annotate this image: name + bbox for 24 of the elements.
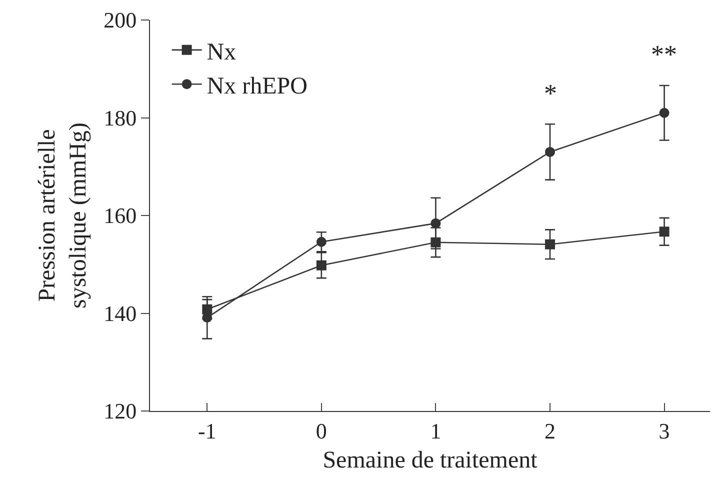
x-tick-label: -1 [198,418,216,444]
annotation: * [544,79,557,108]
point [316,236,326,247]
legend-label: Nx [206,39,236,66]
y-tick-label: 160 [104,203,137,228]
legend-label: Nx rhEPO [206,73,308,100]
point [430,218,441,228]
point [316,260,326,270]
x-tick-label: 0 [316,418,327,444]
x-tick-label: 1 [430,418,442,444]
x-tick-label: 3 [658,418,670,444]
point [659,108,670,118]
point [659,226,670,237]
x-axis-title: Semaine de traitement [322,448,538,474]
y-tick-label: 200 [104,8,137,33]
y-axis-title: Pression artérielle systolique (mmHg) [34,122,92,308]
point [545,146,555,157]
point [202,312,212,323]
y-tick-label: 140 [104,300,137,326]
annotation: ** [651,40,677,69]
x-tick-label: 2 [544,418,556,444]
y-tick-label: 120 [104,398,137,424]
y-tick-label: 180 [104,105,137,130]
point [545,239,555,250]
